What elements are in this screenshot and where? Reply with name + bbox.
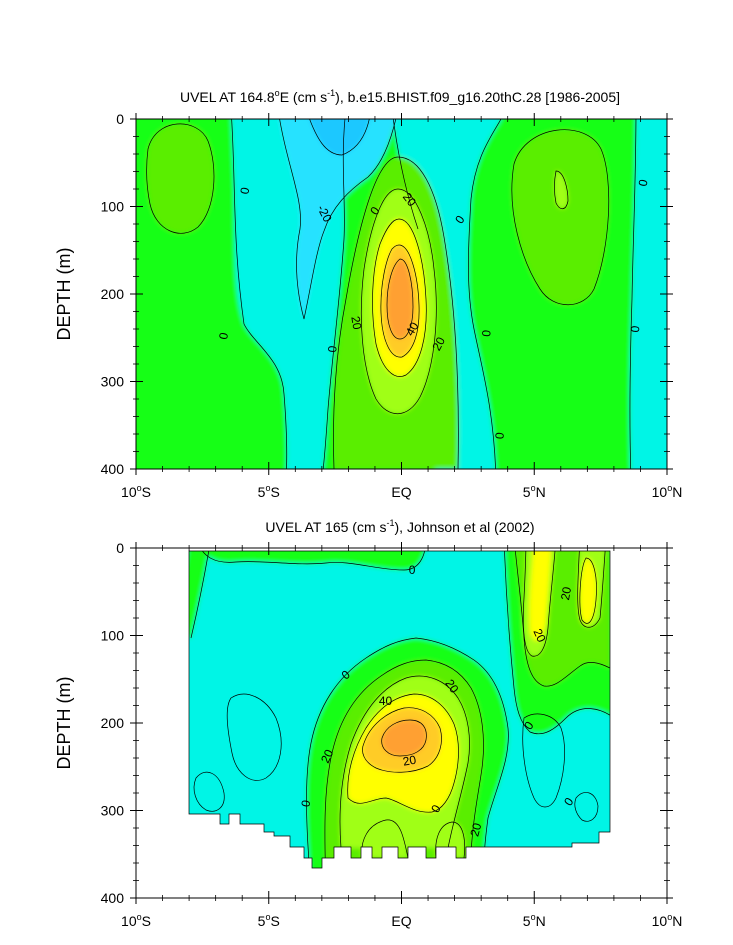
contour-line [362,707,442,773]
y-axis-title: DEPTH (m) [54,248,74,341]
contour-lines [190,551,610,868]
contour-fills [136,119,667,469]
contour-label: 20 [429,334,448,353]
contour-line [306,637,509,868]
x-tick-label: 5oS [258,483,280,500]
contour-line [468,119,502,469]
x-tick-label: EQ [391,484,411,500]
panel-model: UVEL AT 164.8oE (cm s-1), b.e15.BHIST.f0… [54,88,683,500]
contour-line [347,693,459,813]
contour-line [279,119,397,320]
contour-line [380,244,420,358]
contour-label: 0 [216,331,231,340]
contour-line [554,170,569,210]
contour-line [513,551,610,687]
x-tick-label: 10oN [652,912,683,929]
contour-label: 40 [379,694,393,708]
fill-neg-10-far-right [629,119,667,469]
x-tick-label: 5oN [523,483,546,500]
y-tick-label: 400 [101,461,125,477]
contour-line [360,188,437,414]
contour-line [146,123,215,234]
x-tick-label: 5oN [523,912,546,929]
contour-line [503,551,610,735]
contour-label: 0 [237,186,252,195]
contour-label: 0 [298,799,313,808]
panel-observations: UVEL AT 165 (cm s-1), Johnson et al (200… [54,518,682,929]
x-tick-label: 10oS [121,912,151,929]
contour-line [522,551,557,657]
panel-title: UVEL AT 164.8oE (cm s-1), b.e15.BHIST.f0… [180,88,620,105]
contour-label: 20 [467,821,484,838]
contour-label: 0 [479,329,494,337]
contour-line [309,119,370,156]
contour-line [195,551,427,571]
fill-zero-10-band [196,551,426,570]
contour-line [190,551,212,639]
contour-line [629,119,637,469]
y-tick-label: 400 [101,890,125,906]
contour-fills [189,551,610,868]
y-tick-label: 300 [101,803,125,819]
contour-line [193,771,225,812]
x-tick-label: 5oS [258,912,280,929]
contour-label: 0 [492,431,507,439]
x-tick-label: 10oS [121,483,151,500]
y-tick-label: 200 [101,286,125,302]
y-tick-label: 0 [116,540,124,556]
contour-line [574,792,599,822]
contour-line [386,258,414,340]
contour-label: 0 [325,345,340,353]
contour-line [333,156,459,469]
fill-pos-10 [146,123,214,234]
data-boundary [188,550,611,869]
contour-line [361,819,409,859]
contour-label: 40 [403,319,422,338]
contour-line [339,675,470,849]
contour-label: 0 [628,325,643,333]
contour-line [577,551,607,628]
contour-label: 20 [348,315,364,331]
fill-neg-20 [279,119,396,319]
panel-title: UVEL AT 165 (cm s-1), Johnson et al (200… [265,518,534,535]
contour-line [511,129,610,305]
y-tick-label: 100 [101,628,125,644]
contour-line [322,119,346,469]
y-tick-label: 0 [116,111,124,127]
fill-pos-50 [381,720,427,756]
contour-line [226,693,282,781]
y-tick-label: 100 [101,199,125,215]
contour-lines [146,119,637,469]
contour-line [372,218,427,377]
contour-line [435,821,466,859]
fill-neg-30 [309,119,370,155]
fill-pos-30-right [529,551,552,641]
fill-zero-10 [189,551,211,638]
fill-pos-50 [387,259,413,339]
contour-label: 20 [530,626,548,644]
contour-label: 20 [558,585,574,601]
contour-line [324,659,484,868]
contour-line [579,557,597,624]
x-tick-label: EQ [391,913,411,929]
contour-label: 20 [318,747,336,765]
x-tick-label: 10oN [652,483,683,500]
contour-label: 0 [636,178,651,187]
y-axis-title: DEPTH (m) [54,677,74,770]
contour-label: 20 [402,753,418,769]
fill-pos-30-far-right [579,558,597,624]
contour-line [522,713,565,808]
fill-pos-10-right [511,129,609,305]
contour-line [231,119,288,469]
y-tick-label: 300 [101,374,125,390]
contour-line [381,719,427,757]
contour-label: 0 [409,563,416,577]
y-tick-label: 200 [101,715,125,731]
